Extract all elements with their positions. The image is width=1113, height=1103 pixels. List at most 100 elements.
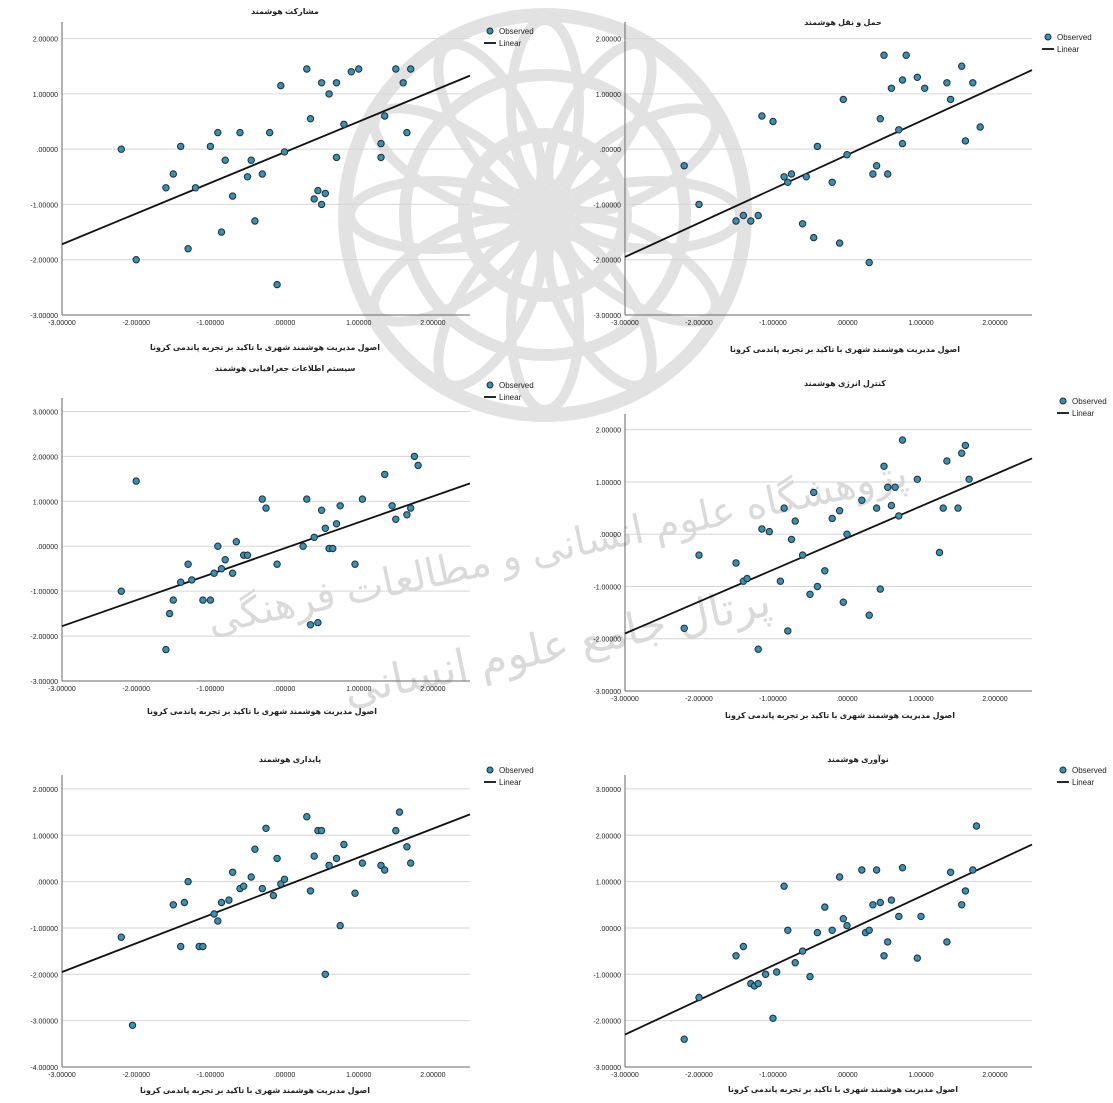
x-tick-label: .00000 (274, 686, 296, 693)
data-point (972, 822, 981, 830)
y-tick-label: .00000 (37, 880, 59, 887)
legend: Observed Linear (1057, 397, 1107, 418)
data-point (887, 501, 896, 510)
x-tick-label: -3.00000 (611, 1072, 639, 1079)
y-tick-label: -2.00000 (593, 1019, 621, 1026)
y-tick-label: 2.00000 (33, 37, 58, 44)
data-point (403, 843, 411, 851)
data-point (961, 887, 970, 895)
data-point (895, 126, 903, 134)
data-point (769, 1014, 777, 1022)
data-point (680, 162, 688, 170)
x-tick-label: 2.00000 (982, 320, 1007, 327)
data-point (810, 488, 818, 497)
chart-panel-2: -3.00000 -2.00000 -1.00000 .00000 1.00000 2.0… (593, 18, 1091, 354)
data-point (340, 120, 348, 129)
x-tick-label: -1.00000 (759, 320, 787, 327)
data-point (839, 598, 847, 606)
legend-observed-marker (486, 27, 494, 35)
legend: Observed Linear (1057, 766, 1107, 787)
data-point (306, 887, 315, 895)
watermark-petal (506, 15, 584, 195)
data-point (798, 551, 807, 559)
y-tick-label: -3.00000 (30, 313, 58, 320)
watermark-petal (433, 39, 547, 201)
data-point (802, 173, 810, 181)
data-point (306, 621, 315, 629)
data-point (388, 502, 396, 510)
data-point (266, 128, 274, 137)
y-tick-label: 1.00000 (33, 499, 58, 506)
data-point (732, 559, 740, 567)
y-tick-label: -2.00000 (593, 258, 621, 265)
data-point (828, 926, 836, 934)
data-point (243, 551, 252, 559)
data-point (776, 577, 785, 585)
data-point (798, 947, 807, 955)
x-axis-label: اصول مدیریت هوشمند شهری با تاکید بر تجرب… (140, 1086, 370, 1095)
data-point (303, 813, 311, 821)
x-tick-label: .00000 (836, 696, 858, 703)
data-point (321, 189, 329, 198)
data-point (880, 51, 888, 59)
data-point (743, 574, 751, 583)
x-tick-label: 1.00000 (908, 696, 933, 703)
data-point (251, 845, 259, 853)
data-point (325, 90, 333, 98)
data-point (314, 186, 322, 195)
data-point (758, 525, 766, 533)
x-tick-label: -1.00000 (197, 686, 225, 693)
data-point (217, 228, 226, 236)
chart-panel-4: -3.00000 -2.00000 -1.00000 .00000 1.00000 2.0… (593, 379, 1106, 720)
panels: -3.00000 -2.00000 -1.00000 .00000 1.00000 2.0… (30, 7, 1106, 1095)
data-point (884, 483, 892, 491)
data-point (351, 889, 359, 897)
data-point (214, 917, 222, 925)
legend: Observed Linear (1042, 33, 1092, 54)
chart-panel-3: -3.00000 -2.00000 -1.00000 .00000 1.00000 2.0… (30, 364, 533, 716)
data-point (407, 65, 415, 73)
data-point (240, 882, 248, 890)
data-point (258, 495, 266, 503)
y-tick-label: 3.00000 (33, 409, 58, 416)
data-point (758, 112, 766, 120)
legend-observed-marker (486, 381, 494, 389)
data-point (221, 156, 229, 164)
data-point (310, 852, 318, 860)
data-point (381, 112, 389, 120)
x-tick-label: 1.00000 (346, 320, 371, 327)
data-point (407, 859, 415, 867)
y-tick-label: -1.00000 (593, 202, 621, 209)
data-point (280, 875, 289, 883)
data-point (835, 507, 844, 515)
x-tick-label: 1.00000 (346, 686, 371, 693)
data-point (321, 524, 329, 532)
watermark-petal (543, 229, 657, 391)
data-point (214, 542, 222, 550)
legend: Observed Linear (484, 766, 534, 787)
data-point (761, 970, 770, 978)
watermark-petal (433, 229, 547, 391)
data-point (835, 239, 844, 247)
data-point (117, 587, 126, 595)
data-point (872, 866, 881, 874)
data-point (884, 170, 892, 178)
x-axis-label: اصول مدیریت هوشمند شهری با تاکید بر تجرب… (147, 707, 377, 716)
data-point (954, 504, 962, 512)
y-tick-label: 1.00000 (596, 92, 621, 99)
data-point (351, 560, 359, 568)
data-point (695, 200, 703, 209)
linear-fit-line (624, 457, 1033, 635)
data-point (887, 896, 896, 904)
data-point (273, 560, 281, 568)
data-point (891, 483, 899, 491)
data-point (946, 95, 955, 104)
data-point (317, 826, 326, 835)
y-tick-label: -3.00000 (593, 313, 621, 320)
x-tick-label: -2.00000 (122, 686, 150, 693)
y-tick-label: -3.00000 (593, 689, 621, 696)
data-point (843, 921, 851, 930)
data-point (132, 256, 140, 264)
data-point (872, 162, 881, 170)
data-point (280, 148, 289, 156)
